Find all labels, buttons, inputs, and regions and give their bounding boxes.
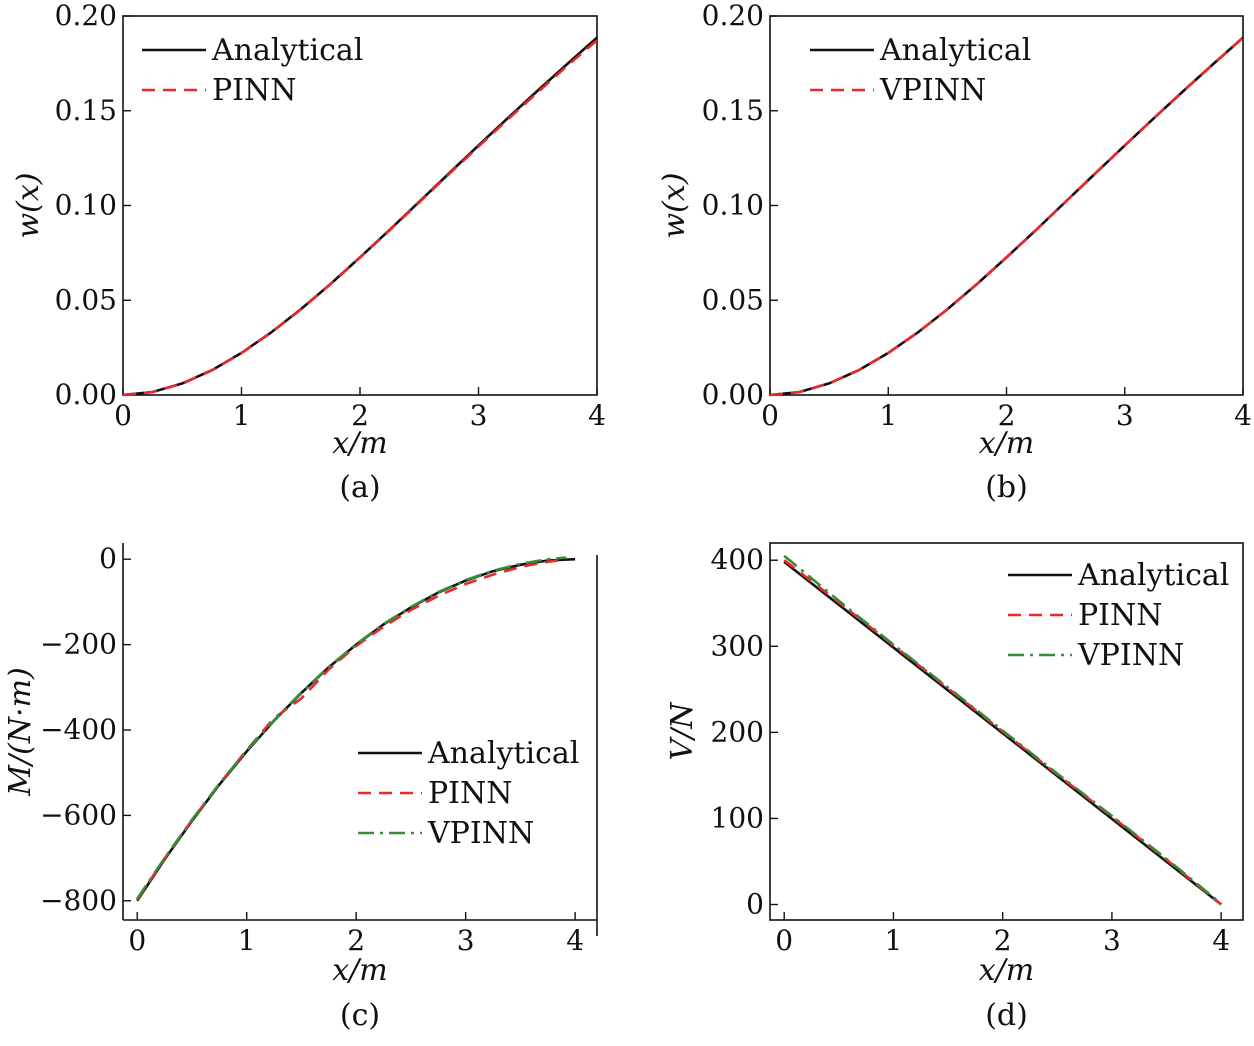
- x-tick-label: 2: [351, 399, 369, 432]
- y-tick-label: 300: [711, 629, 764, 662]
- plot-frame: [122, 15, 598, 396]
- y-tick-label: 0.20: [55, 0, 117, 32]
- legend-label: VPINN: [427, 816, 534, 851]
- x-tick-label: 1: [233, 399, 251, 432]
- x-tick-label: 3: [1116, 399, 1134, 432]
- series-line-analytical: [783, 560, 1223, 906]
- y-axis-label: V/N: [665, 701, 700, 761]
- x-tick-label: 4: [588, 399, 606, 432]
- series-line-vpinn: [770, 36, 1243, 397]
- x-tick-label: 1: [238, 924, 256, 957]
- y-tick-label: 0.05: [702, 283, 764, 316]
- subplot-caption: (b): [985, 470, 1028, 505]
- x-tick-label: 1: [885, 924, 903, 957]
- series-line-pinn: [123, 39, 597, 397]
- x-tick-label: 2: [347, 924, 365, 957]
- legend-label: PINN: [1078, 598, 1163, 633]
- y-tick-label: 0.05: [55, 283, 117, 316]
- x-axis-label: x/m: [332, 426, 387, 461]
- x-tick-label: 2: [998, 399, 1016, 432]
- x-tick-label: 2: [994, 924, 1012, 957]
- x-tick-label: 0: [761, 399, 779, 432]
- legend: Analytical PINN: [142, 33, 363, 108]
- y-tick-label: 0.00: [55, 378, 117, 411]
- x-axis-label: x/m: [332, 953, 387, 988]
- x-tick-label: 3: [470, 399, 488, 432]
- x-tick-label: 1: [879, 399, 897, 432]
- x-tick-label: 0: [128, 924, 146, 957]
- x-axis-label: x/m: [979, 953, 1034, 988]
- y-tick-label: 0.20: [702, 0, 764, 32]
- legend: Analytical PINN VPINN: [358, 736, 579, 851]
- y-tick-label: 100: [711, 801, 764, 834]
- series-line-vpinn: [783, 554, 1223, 905]
- x-tick-label: 0: [775, 924, 793, 957]
- chart-b: 0 1 2 3 4 0.00 0.05 0.10 0.15 0.20 x/m w(x) (b) Analy…: [657, 0, 1252, 505]
- x-tick-label: 4: [566, 924, 584, 957]
- x-tick-label: 3: [457, 924, 475, 957]
- legend: Analytical VPINN: [810, 33, 1031, 108]
- y-tick-label: 0: [746, 888, 764, 921]
- plot-frame: [769, 15, 1244, 396]
- legend-label: VPINN: [879, 73, 986, 108]
- y-tick-label: −400: [40, 713, 117, 746]
- y-axis-label: w(x): [657, 172, 692, 238]
- legend: Analytical PINN VPINN: [1008, 558, 1229, 673]
- y-tick-label: 0.10: [702, 189, 764, 222]
- y-tick-label: −600: [40, 798, 117, 831]
- y-tick-label: 400: [711, 543, 764, 576]
- legend-label: VPINN: [1077, 638, 1184, 673]
- legend-label: Analytical: [1077, 558, 1229, 593]
- y-tick-label: −200: [40, 628, 117, 661]
- subplot-caption: (d): [985, 998, 1028, 1033]
- y-tick-label: 0: [99, 542, 117, 575]
- x-tick-label: 4: [1212, 924, 1230, 957]
- y-tick-label: −800: [40, 884, 117, 917]
- y-tick-label: 0.15: [55, 94, 117, 127]
- x-tick-label: 3: [1103, 924, 1121, 957]
- chart-a: 0 1 2 3 4 0.00 0.05 0.10 0.15 0.20 x/m w(x) (a) Analy…: [11, 0, 606, 505]
- chart-d: 0 1 2 3 4 0 100 200 300 400 x/m V/N (d) Analytical PIN…: [665, 542, 1244, 1033]
- y-axis-label: M/(N·m): [3, 667, 38, 796]
- legend-label: PINN: [212, 73, 297, 108]
- legend-label: PINN: [428, 776, 513, 811]
- series-line-vpinn: [136, 556, 567, 900]
- x-axis-label: x/m: [979, 426, 1034, 461]
- legend-label: Analytical: [879, 33, 1031, 68]
- y-tick-label: 0.00: [702, 378, 764, 411]
- y-tick-label: 0.10: [55, 189, 117, 222]
- y-tick-label: 200: [711, 715, 764, 748]
- legend-label: Analytical: [211, 33, 363, 68]
- plot-frame: [769, 542, 1244, 921]
- subplot-caption: (c): [340, 998, 380, 1033]
- x-tick-label: 4: [1234, 399, 1252, 432]
- x-tick-label: 0: [114, 399, 132, 432]
- subplot-caption: (a): [339, 470, 380, 505]
- legend-label: Analytical: [427, 736, 579, 771]
- y-axis-label: w(x): [11, 172, 46, 238]
- chart-c: 0 1 2 3 4 −800 −600 −400 −200 0 x/m M/(N·m) (c) Analy…: [3, 542, 598, 1033]
- y-tick-label: 0.15: [702, 94, 764, 127]
